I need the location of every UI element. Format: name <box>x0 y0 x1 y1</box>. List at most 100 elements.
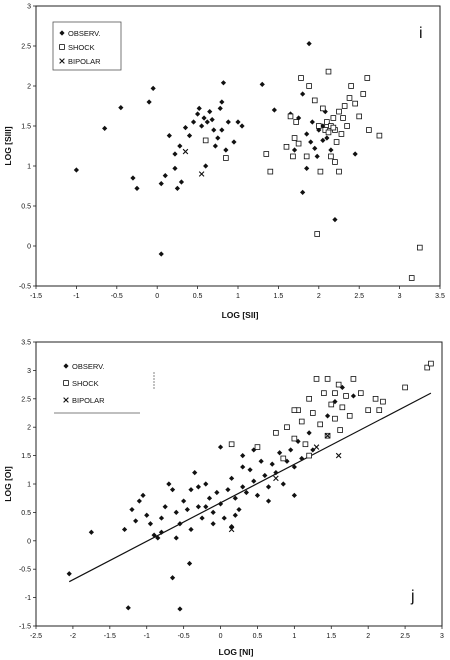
square-point <box>338 131 345 137</box>
diamond-point <box>258 458 264 464</box>
x-tick-label: -1 <box>144 633 150 640</box>
diamond-point <box>229 475 235 481</box>
diamond-point <box>280 481 286 487</box>
chart-panel-j: 3.532.521.510.50-0.5-1-1.5 -2.5 -2 -1.5 -1-… <box>3 340 444 658</box>
diamond-point <box>211 127 217 133</box>
y-tick-label: 0 <box>27 538 31 545</box>
square-point <box>228 441 235 448</box>
square-point <box>332 390 338 396</box>
diamond-point <box>125 605 131 611</box>
x-tick-label: 3.5 <box>435 293 445 300</box>
square-point <box>364 75 371 81</box>
diamond-point <box>217 105 223 111</box>
square-point <box>284 424 290 430</box>
legend: OBSERV. SHOCK BIPOLAR <box>52 21 122 71</box>
panel-label: j <box>410 588 415 605</box>
y-tick-label: 0 <box>27 244 31 251</box>
y-tick-label: 2.5 <box>21 44 31 51</box>
diamond-point <box>177 143 183 149</box>
diamond-point <box>215 135 221 141</box>
chart-panel-i: 3 2.5 2 1.5 1 0.5 0 -0.5 -1.5 -1 -0.5 0 0.5 1 1.5 2 2.5… <box>3 4 445 321</box>
diamond-point <box>210 521 216 527</box>
y-tick-label: 3.5 <box>21 340 31 347</box>
legend-square-marker <box>59 44 65 50</box>
square-point <box>317 421 323 428</box>
diamond-point <box>166 481 172 487</box>
diamond-point <box>291 147 298 153</box>
diamond-point <box>231 139 237 145</box>
x-tick-label: 0.5 <box>193 293 203 300</box>
diamond-point <box>219 99 225 105</box>
diamond-point <box>212 143 218 149</box>
diamond-point <box>254 492 261 498</box>
square-point <box>298 418 305 425</box>
diamond-point <box>322 109 328 115</box>
diamond-point <box>232 495 238 501</box>
diamond-point <box>316 127 322 133</box>
diamond-point <box>328 147 334 153</box>
square-point <box>325 68 332 75</box>
diamond-point <box>192 470 198 476</box>
square-point <box>335 381 342 388</box>
x-point <box>273 475 279 482</box>
diamond-point <box>173 535 179 541</box>
square-point <box>365 407 371 413</box>
square-point <box>223 155 229 161</box>
y-tick-label: 0.5 <box>21 204 31 211</box>
x-point <box>324 432 331 439</box>
diamond-point <box>277 450 283 456</box>
square-point <box>254 444 261 450</box>
square-point <box>283 143 290 150</box>
x-point <box>228 526 235 533</box>
square-point <box>366 127 372 133</box>
diamond-point <box>174 185 180 191</box>
diamond-point <box>195 111 201 117</box>
diamond-point <box>158 251 164 257</box>
diamond-point <box>306 41 312 47</box>
square-point <box>341 103 348 109</box>
diamond-point <box>265 484 272 490</box>
diamond-point <box>299 455 305 462</box>
x-tick-label: -1 <box>73 293 79 300</box>
square-point <box>325 129 332 136</box>
diamond-point <box>304 165 310 171</box>
x-tick-label: 2.5 <box>354 293 364 300</box>
diamond-point <box>184 506 190 513</box>
diamond-point <box>207 109 213 115</box>
diamond-point <box>206 495 213 501</box>
diamond-point <box>181 498 187 504</box>
x-axis-ticks: -1.5 -1 -0.5 0 0.5 1 1.5 2 2.5 3 3.5 <box>30 286 445 300</box>
square-point <box>332 415 338 422</box>
diamond-point <box>186 133 193 139</box>
square-point <box>376 132 383 139</box>
diamond-point <box>88 529 94 535</box>
square-point <box>346 413 353 419</box>
y-tick-label: 1.5 <box>21 124 31 131</box>
diamond-point <box>265 498 272 504</box>
diamond-point <box>177 521 183 527</box>
legend-entry-label: SHOCK <box>68 43 95 52</box>
diamond-point <box>203 481 209 487</box>
diamond-point <box>150 85 156 91</box>
diamond-point <box>147 521 154 527</box>
square-point <box>314 231 320 237</box>
x-axis-label: LOG [NI] <box>219 647 254 657</box>
x-axis-ticks: -2.5 -2 -1.5 -1 -0.5 0 0.5 1 1.5 2 2.5 3 <box>30 626 444 640</box>
diamond-point <box>352 151 358 157</box>
square-point <box>320 105 326 112</box>
x-tick-label: 2.5 <box>400 633 410 640</box>
square-point <box>360 91 367 97</box>
y-tick-label: 1.5 <box>21 453 31 460</box>
diamond-point <box>288 447 294 453</box>
square-point <box>344 123 350 129</box>
diamond-point <box>229 524 235 530</box>
diamond-point <box>129 506 135 513</box>
legend-diamond-marker <box>63 363 69 369</box>
x-point <box>313 444 320 450</box>
diamond-point <box>247 467 253 473</box>
diamond-point <box>73 167 79 173</box>
diamond-point <box>102 125 108 131</box>
diamond-point <box>219 127 225 133</box>
diamond-point <box>324 413 331 419</box>
diamond-point <box>186 560 193 567</box>
